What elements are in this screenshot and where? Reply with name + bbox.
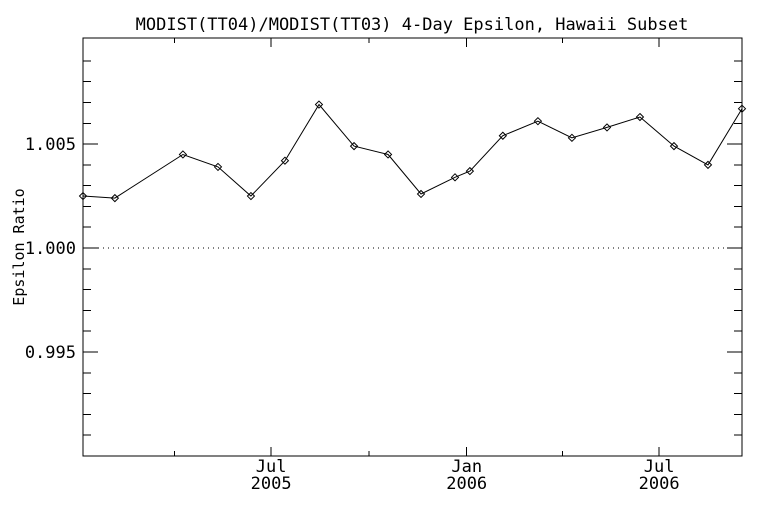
x-tick-month-label: Jul — [644, 457, 675, 477]
data-point-marker — [703, 160, 713, 170]
x-tick-year-label: 2006 — [446, 474, 487, 494]
y-tick-label: 1.005 — [25, 135, 76, 155]
data-point-marker — [314, 100, 324, 109]
data-point-marker — [416, 189, 426, 199]
data-point-marker — [78, 191, 88, 201]
chart-title: MODIST(TT04)/MODIST(TT03) 4-Day Epsilon,… — [136, 15, 689, 35]
data-point-marker — [213, 162, 223, 172]
epsilon-ratio-line — [82, 103, 743, 199]
data-point-marker — [450, 173, 460, 182]
y-tick-label: 1.000 — [25, 239, 76, 259]
y-tick-label: 0.995 — [25, 343, 76, 363]
plot-frame — [82, 37, 743, 457]
x-tick-year-label: 2006 — [639, 474, 680, 494]
data-point-marker — [602, 123, 612, 132]
x-tick-year-label: 2005 — [251, 474, 292, 494]
data-point-marker — [110, 193, 120, 203]
data-point-marker — [246, 191, 256, 201]
x-tick-month-label: Jan — [451, 457, 482, 477]
data-series — [78, 100, 747, 203]
data-point-marker — [737, 104, 747, 113]
data-point-marker — [383, 150, 393, 159]
data-point-marker — [567, 133, 577, 143]
y-axis-title: Epsilon Ratio — [10, 188, 28, 305]
x-tick-month-label: Jul — [256, 457, 287, 477]
data-point-marker — [669, 141, 679, 151]
data-point-marker — [498, 131, 508, 140]
data-point-marker — [465, 166, 475, 176]
data-point-marker — [533, 116, 543, 126]
data-point-marker — [280, 156, 290, 165]
data-point-marker — [349, 141, 359, 151]
data-point-marker — [635, 112, 645, 122]
data-point-marker — [178, 150, 188, 159]
